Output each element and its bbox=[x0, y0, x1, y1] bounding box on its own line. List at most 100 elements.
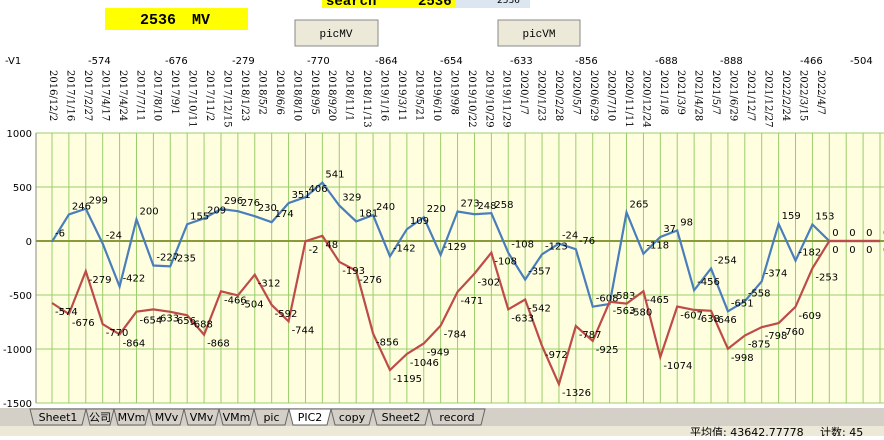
data-label: -1046 bbox=[410, 358, 439, 369]
data-label: -312 bbox=[258, 279, 281, 290]
data-label: -646 bbox=[714, 315, 737, 326]
data-label: -254 bbox=[714, 255, 737, 266]
sheet-tab-shape[interactable] bbox=[330, 408, 374, 426]
mv-cell bbox=[105, 8, 248, 30]
data-label: -76 bbox=[579, 236, 595, 247]
y-tick-label: 0 bbox=[26, 237, 32, 248]
date-cell: 2017/2/27 bbox=[82, 70, 93, 121]
data-label: 0 bbox=[866, 245, 872, 256]
sheet-tab[interactable]: VMm bbox=[223, 411, 251, 424]
sheet-tab[interactable]: 公司 bbox=[89, 411, 111, 424]
data-label: -542 bbox=[528, 304, 551, 315]
y-tick-label: 1000 bbox=[7, 129, 32, 140]
sheet-tab-shape[interactable] bbox=[288, 408, 332, 426]
data-label: -638 bbox=[697, 314, 720, 325]
date-cell: 2017/8/10 bbox=[152, 70, 163, 121]
sheet-tab-shape[interactable] bbox=[253, 408, 290, 426]
button[interactable]: picMV bbox=[294, 19, 379, 47]
date-cell: 2019/9/8 bbox=[448, 70, 459, 115]
button-face[interactable] bbox=[294, 19, 379, 47]
date-cell: 2019/5/21 bbox=[413, 70, 424, 121]
button-label[interactable]: picVM bbox=[522, 29, 555, 41]
sheet-tab[interactable]: MVv bbox=[155, 411, 179, 424]
data-label: 37 bbox=[663, 224, 676, 235]
data-label: -583 bbox=[613, 291, 636, 302]
date-cell: 2022/4/7 bbox=[815, 70, 826, 115]
data-label: 248 bbox=[477, 201, 496, 212]
data-label: -24 bbox=[562, 231, 578, 242]
data-label: -676 bbox=[72, 318, 95, 329]
data-label: -108 bbox=[494, 257, 517, 268]
data-label: 153 bbox=[815, 211, 834, 222]
data-label: 48 bbox=[325, 240, 338, 251]
data-label: 246 bbox=[72, 201, 91, 212]
button-face[interactable] bbox=[497, 19, 581, 47]
data-label: 230 bbox=[258, 203, 277, 214]
data-label: 240 bbox=[376, 202, 395, 213]
data-label: -574 bbox=[55, 307, 78, 318]
sheet-tab-shape[interactable] bbox=[428, 408, 486, 426]
data-label: -633 bbox=[511, 313, 534, 324]
data-label: -118 bbox=[646, 241, 669, 252]
data-label: 98 bbox=[680, 217, 693, 228]
date-cell: 2018/11/1 bbox=[344, 70, 355, 121]
button-label[interactable]: picMV bbox=[319, 29, 352, 41]
date-cell: 2017/1/16 bbox=[64, 70, 75, 121]
cell-value: -633 bbox=[510, 56, 533, 67]
date-cell: 2020/2/28 bbox=[553, 70, 564, 121]
data-label: -276 bbox=[359, 275, 382, 286]
series-line bbox=[51, 180, 880, 313]
date-cell: 2021/6/29 bbox=[728, 70, 739, 121]
sheet-tab-shape[interactable] bbox=[85, 408, 115, 426]
mv-value: 2536 bbox=[140, 12, 176, 29]
data-label: 0 bbox=[866, 228, 872, 239]
data-label: -770 bbox=[106, 328, 129, 339]
cell-value: -504 bbox=[850, 56, 873, 67]
data-label: -580 bbox=[630, 308, 653, 319]
data-label: -558 bbox=[748, 288, 771, 299]
data-label: -592 bbox=[275, 309, 298, 320]
data-label: -422 bbox=[123, 274, 146, 285]
data-label: 258 bbox=[494, 200, 513, 211]
sheet-tab[interactable]: MVm bbox=[118, 411, 146, 424]
search-value: 2536 bbox=[418, 0, 452, 10]
sheet-tab-shape[interactable] bbox=[183, 408, 220, 426]
data-label: -193 bbox=[342, 266, 365, 277]
sheet-tab[interactable]: pic bbox=[263, 411, 279, 424]
data-label: -633 bbox=[156, 313, 179, 324]
sheet-tab[interactable]: VMv bbox=[190, 411, 214, 424]
data-label: -129 bbox=[444, 242, 467, 253]
data-label: -227 bbox=[156, 253, 179, 264]
data-label: -108 bbox=[511, 240, 534, 251]
data-label: -253 bbox=[815, 272, 838, 283]
sheet-tab-shape[interactable] bbox=[148, 408, 185, 426]
data-label: -875 bbox=[748, 340, 771, 351]
data-label: 174 bbox=[275, 209, 294, 220]
data-label: -374 bbox=[765, 268, 788, 279]
sheet-tab[interactable]: PIC2 bbox=[298, 411, 323, 424]
sheet-tab[interactable]: record bbox=[439, 411, 474, 424]
data-label: -868 bbox=[207, 339, 230, 350]
data-label: -784 bbox=[444, 330, 467, 341]
y-tick-label: -1500 bbox=[3, 399, 32, 410]
data-label: 181 bbox=[359, 208, 378, 219]
button[interactable]: picVM bbox=[497, 19, 581, 47]
sheet-tab-shape[interactable] bbox=[372, 408, 430, 426]
date-cell: 2019/1/16 bbox=[379, 70, 390, 121]
status-count: 计数: 45 bbox=[820, 426, 863, 436]
date-cell: 2021/5/7 bbox=[710, 70, 721, 115]
date-cell: 2017/4/24 bbox=[117, 70, 128, 121]
sheet-tab-shape[interactable] bbox=[29, 408, 87, 426]
sheet-tab-shape[interactable] bbox=[218, 408, 255, 426]
data-label: 406 bbox=[308, 184, 327, 195]
sheet-tab-shape[interactable] bbox=[113, 408, 150, 426]
date-cell: 2018/9/20 bbox=[326, 70, 337, 121]
data-label: -6 bbox=[55, 229, 65, 240]
sheet-tab[interactable]: copy bbox=[339, 411, 366, 424]
date-cell: 2017/10/11 bbox=[187, 70, 198, 128]
sheet-tab[interactable]: Sheet1 bbox=[39, 411, 78, 424]
data-label: 329 bbox=[342, 192, 361, 203]
sheet-tab[interactable]: Sheet2 bbox=[382, 411, 421, 424]
date-cell: 2018/9/5 bbox=[309, 70, 320, 115]
data-label: -798 bbox=[765, 331, 788, 342]
